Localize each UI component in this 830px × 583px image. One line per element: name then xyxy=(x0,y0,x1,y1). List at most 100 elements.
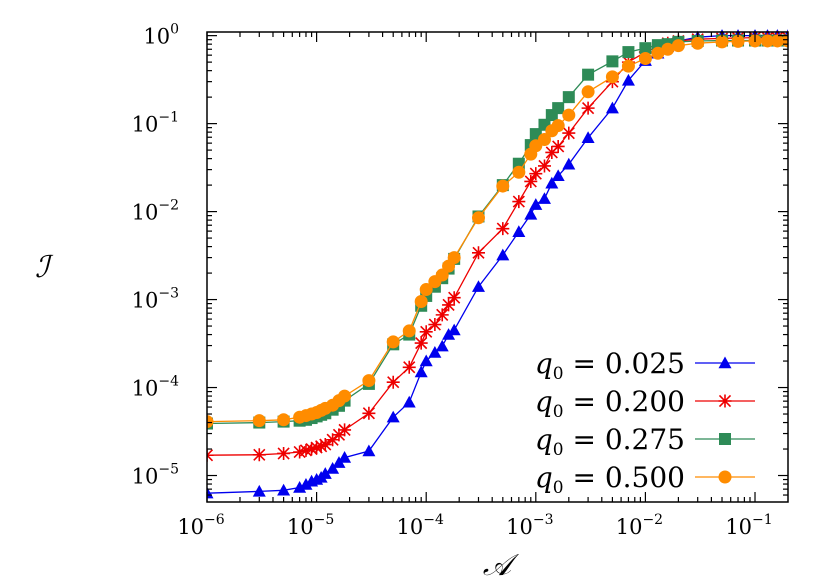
data-point xyxy=(442,298,456,312)
data-point xyxy=(691,36,705,50)
data-point xyxy=(207,415,214,429)
legend-label: q0 = 0.025 xyxy=(535,347,685,384)
y-tick-label: 10−3 xyxy=(132,286,179,313)
data-point xyxy=(435,339,449,352)
y-tick-label: 10−2 xyxy=(132,198,179,225)
data-point xyxy=(419,325,433,339)
data-point xyxy=(537,192,551,204)
legend-item: q0 = 0.025 xyxy=(535,347,755,384)
data-point xyxy=(529,198,543,210)
data-point xyxy=(386,375,400,389)
data-point xyxy=(671,39,685,53)
x-tick-label: 10−2 xyxy=(616,512,663,539)
data-point xyxy=(621,73,635,86)
data-point xyxy=(419,283,433,297)
data-point xyxy=(537,132,551,146)
data-point xyxy=(252,484,266,497)
data-point xyxy=(605,101,619,114)
data-point xyxy=(524,174,538,188)
data-point xyxy=(770,34,784,48)
data-point xyxy=(435,308,449,322)
data-point xyxy=(661,42,675,56)
data-point xyxy=(414,365,428,378)
data-point xyxy=(562,126,576,140)
data-point xyxy=(552,102,565,115)
data-point xyxy=(581,101,595,115)
data-point xyxy=(402,360,416,374)
data-point xyxy=(338,423,352,437)
data-point xyxy=(551,169,565,182)
data-point xyxy=(386,335,400,349)
data-point xyxy=(562,108,576,122)
data-point xyxy=(621,59,635,73)
series-3 xyxy=(207,34,788,430)
x-tick-label: 10−1 xyxy=(725,512,772,539)
legend-item: q0 = 0.275 xyxy=(535,423,755,460)
data-point xyxy=(581,131,595,143)
data-point xyxy=(419,354,433,367)
data-point xyxy=(471,211,485,225)
data-point xyxy=(326,433,340,447)
data-point xyxy=(338,389,352,403)
data-point xyxy=(581,85,595,99)
data-point xyxy=(715,35,729,49)
series-line xyxy=(207,40,788,423)
legend-marker xyxy=(719,433,731,445)
data-point xyxy=(293,481,307,493)
data-point xyxy=(402,395,416,408)
data-point xyxy=(512,165,526,179)
data-point xyxy=(362,444,376,457)
legend-label: q0 = 0.200 xyxy=(535,385,685,422)
series-2 xyxy=(207,31,788,462)
data-point xyxy=(299,478,313,490)
data-point xyxy=(651,46,665,60)
data-point xyxy=(305,442,319,456)
series-line xyxy=(207,36,788,456)
x-tick-label: 10−6 xyxy=(177,512,224,539)
data-point xyxy=(622,46,635,59)
y-tick-label: 10−1 xyxy=(132,110,179,137)
data-point xyxy=(447,323,461,336)
legend-marker xyxy=(718,394,732,408)
data-point xyxy=(428,346,442,358)
x-axis-label: 𝒜 xyxy=(483,548,520,583)
data-point xyxy=(414,295,428,309)
data-point xyxy=(293,445,307,459)
data-point xyxy=(582,68,595,81)
y-tick-label: 100 xyxy=(143,22,179,49)
data-point xyxy=(606,55,619,68)
data-point xyxy=(277,446,291,460)
legend-label: q0 = 0.275 xyxy=(535,423,685,460)
data-point xyxy=(318,467,332,479)
data-point xyxy=(447,291,461,305)
data-point xyxy=(760,34,774,48)
data-point xyxy=(537,159,551,173)
data-point xyxy=(512,225,526,237)
series-1 xyxy=(207,29,788,499)
legend-marker xyxy=(718,356,732,369)
data-point xyxy=(731,34,745,48)
data-point xyxy=(562,91,575,104)
data-point xyxy=(545,145,559,159)
data-point xyxy=(447,251,461,265)
data-point xyxy=(362,374,376,388)
legend-item: q0 = 0.200 xyxy=(535,385,755,422)
data-point xyxy=(428,318,442,332)
x-tick-label: 10−3 xyxy=(506,512,553,539)
data-point xyxy=(496,179,510,193)
series-4 xyxy=(207,34,788,429)
data-point xyxy=(326,462,340,474)
data-point xyxy=(529,167,543,181)
y-tick-label: 10−5 xyxy=(132,462,179,489)
data-point xyxy=(277,483,291,496)
series-line xyxy=(207,39,788,425)
plot-frame xyxy=(206,31,789,503)
data-point xyxy=(310,441,324,455)
data-point xyxy=(551,139,565,153)
data-point xyxy=(551,119,565,133)
data-point xyxy=(414,336,428,350)
data-point xyxy=(524,207,538,220)
data-point xyxy=(299,443,313,457)
data-point xyxy=(471,280,485,292)
